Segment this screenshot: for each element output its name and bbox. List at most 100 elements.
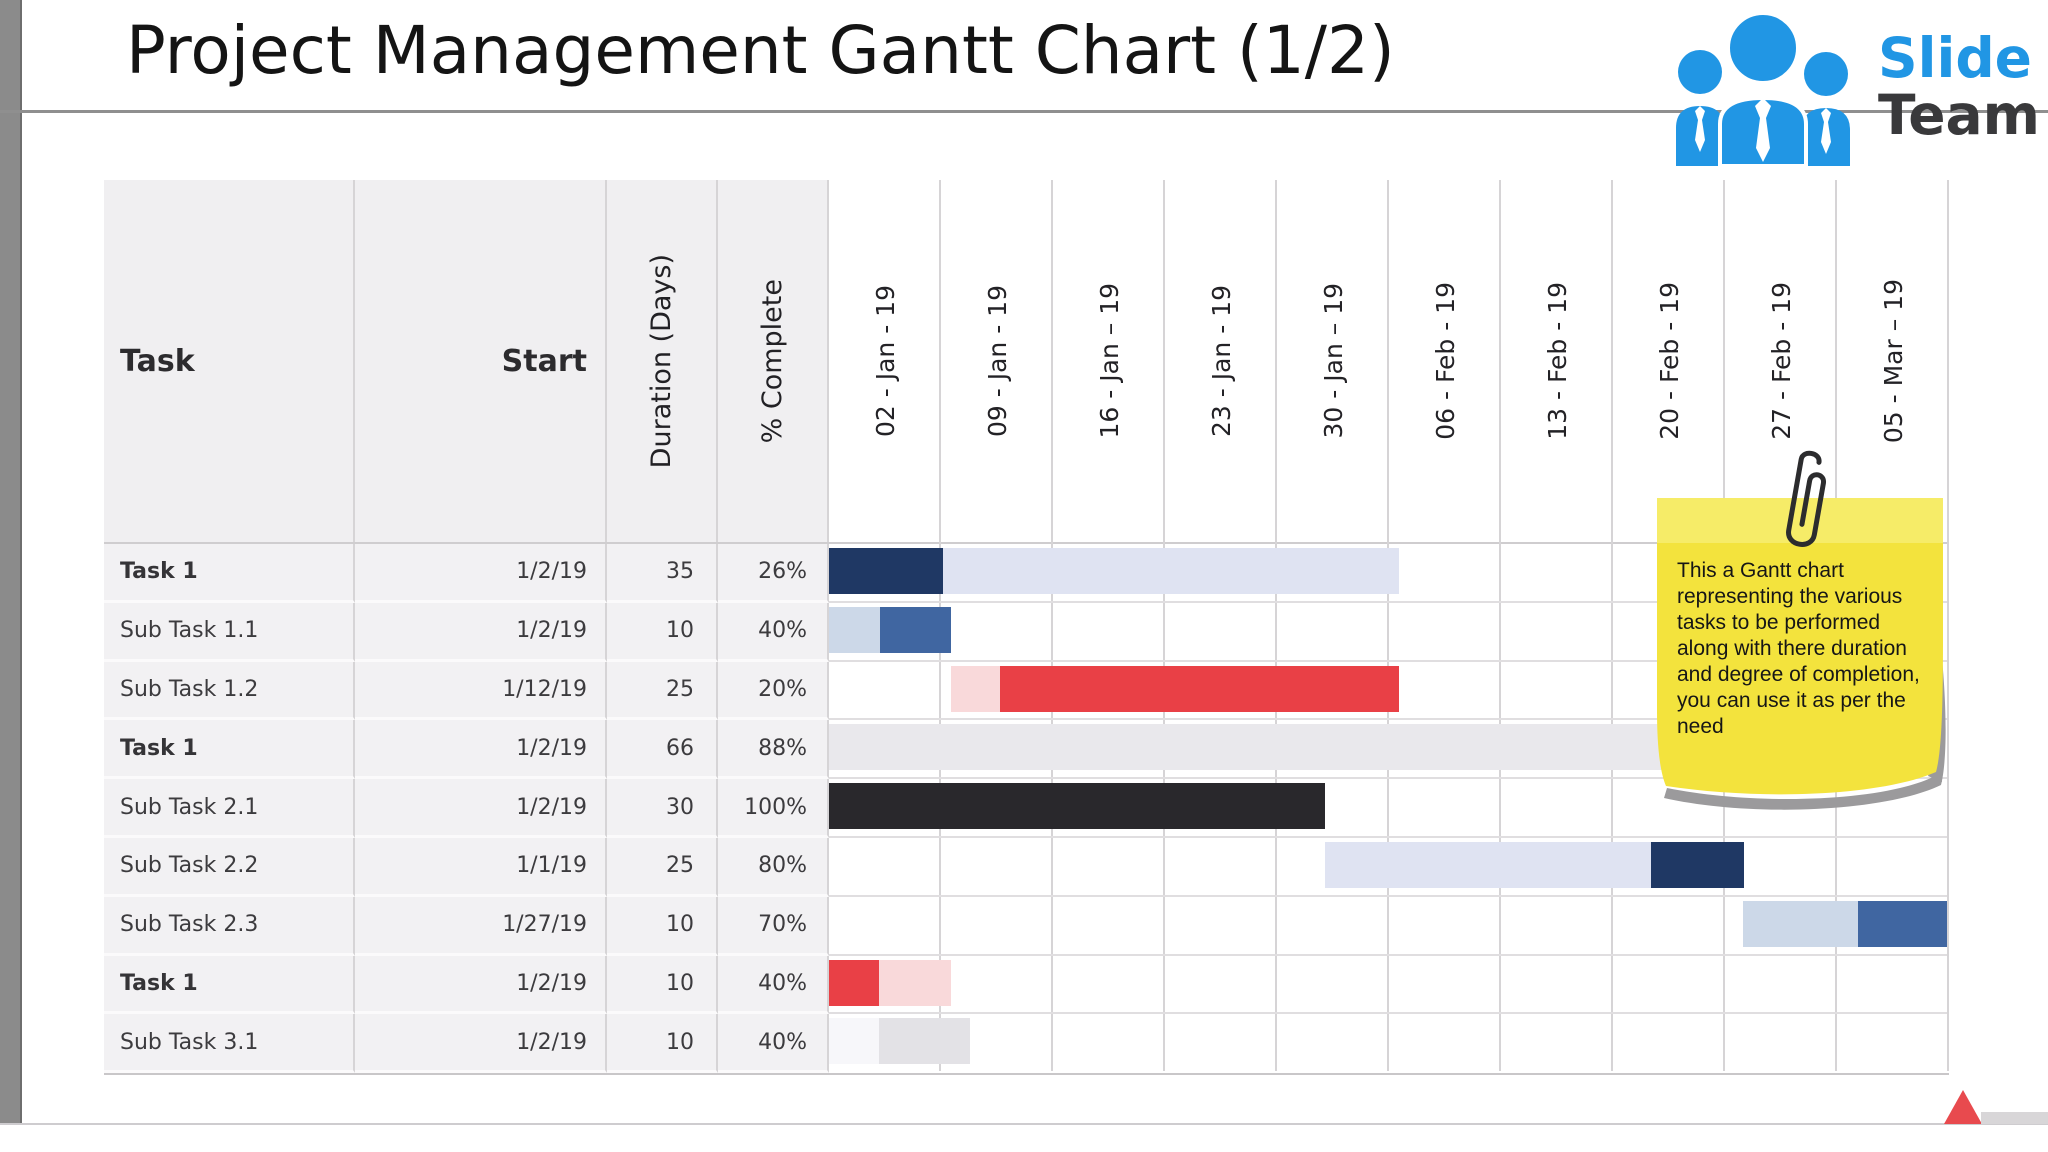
table-row: Sub Task 1.1 1/2/19 10 40% bbox=[104, 602, 1949, 662]
table-row: Sub Task 2.1 1/2/19 30 100% bbox=[104, 779, 1949, 838]
duration-cell: 35 bbox=[607, 544, 718, 603]
timeline-column-header: 30 - Jan – 19 bbox=[1277, 180, 1389, 542]
duration-cell: 10 bbox=[607, 602, 718, 662]
table-body: Task 1 1/2/19 35 26% Sub Task 1.1 1/2/19 10 40%… bbox=[104, 544, 1949, 1076]
gantt-bar-segment bbox=[878, 1018, 970, 1065]
percent-complete-cell: 40% bbox=[718, 602, 829, 662]
task-name-cell: Sub Task 2.2 bbox=[104, 837, 355, 897]
table-row: Task 1 1/2/19 66 88% bbox=[104, 720, 1949, 780]
task-name-cell: Task 1 bbox=[104, 544, 355, 603]
chart-gridline-horizontal bbox=[829, 718, 1947, 721]
duration-cell: 66 bbox=[607, 720, 718, 780]
duration-cell: 30 bbox=[607, 779, 718, 838]
gantt-bar-segment bbox=[829, 548, 943, 594]
timeline-column-header: 20 - Feb - 19 bbox=[1613, 180, 1725, 542]
chart-gridline-horizontal bbox=[829, 777, 1947, 780]
bottom-scroll-fragment bbox=[1981, 1112, 2048, 1124]
task-name-cell: Sub Task 1.1 bbox=[104, 602, 355, 662]
gantt-bar-segment bbox=[878, 959, 951, 1006]
gantt-table: Task Start Duration (Days) % Complete 02… bbox=[104, 180, 1949, 1076]
percent-complete-cell: 26% bbox=[718, 544, 829, 603]
column-header-complete: % Complete bbox=[718, 180, 829, 542]
table-row: Sub Task 2.3 1/27/19 10 70% bbox=[104, 896, 1949, 956]
start-date-cell: 1/2/19 bbox=[355, 544, 607, 603]
timeline-column-header: 06 - Feb - 19 bbox=[1389, 180, 1501, 542]
gantt-bar-segment bbox=[1742, 900, 1858, 947]
chart-gridline-vertical bbox=[1051, 180, 1053, 1071]
duration-cell: 10 bbox=[607, 896, 718, 956]
left-edge-bar bbox=[0, 0, 22, 1124]
logo-wordmark: Slide Team bbox=[1878, 30, 2040, 166]
percent-complete-cell: 80% bbox=[718, 837, 829, 897]
table-row: Sub Task 1.2 1/12/19 25 20% bbox=[104, 661, 1949, 721]
table-row: Sub Task 2.2 1/1/19 25 80% bbox=[104, 837, 1949, 897]
percent-complete-cell: 40% bbox=[718, 1014, 829, 1074]
start-date-cell: 1/2/19 bbox=[355, 955, 607, 1015]
bottom-marker-triangle bbox=[1944, 1090, 1982, 1124]
gantt-bar-segment bbox=[1857, 900, 1947, 947]
timeline-column-header: 02 - Jan - 19 bbox=[829, 180, 941, 542]
chart-gridline-horizontal bbox=[829, 953, 1947, 956]
column-header-start: Start bbox=[355, 180, 607, 542]
slide-bottom-edge bbox=[0, 1123, 2048, 1125]
percent-complete-cell: 100% bbox=[718, 779, 829, 838]
column-header-task: Task bbox=[104, 180, 355, 542]
chart-gridline-vertical bbox=[1611, 180, 1613, 1071]
start-date-cell: 1/12/19 bbox=[355, 661, 607, 721]
task-name-cell: Task 1 bbox=[104, 955, 355, 1015]
start-date-cell: 1/2/19 bbox=[355, 1014, 607, 1074]
start-date-cell: 1/2/19 bbox=[355, 720, 607, 780]
percent-complete-cell: 88% bbox=[718, 720, 829, 780]
percent-complete-cell: 20% bbox=[718, 661, 829, 721]
chart-gridline-horizontal bbox=[829, 1012, 1947, 1015]
slideteam-logo: Slide Team bbox=[1674, 6, 2040, 166]
task-name-cell: Sub Task 3.1 bbox=[104, 1014, 355, 1074]
duration-cell: 25 bbox=[607, 661, 718, 721]
gantt-bar-segment bbox=[829, 606, 881, 653]
timeline-column-header: 05 - Mar – 19 bbox=[1837, 180, 1949, 542]
duration-cell: 10 bbox=[607, 955, 718, 1015]
paperclip-icon bbox=[1786, 450, 1826, 547]
table-row: Task 1 1/2/19 10 40% bbox=[104, 955, 1949, 1015]
people-group-icon bbox=[1676, 11, 1850, 166]
gantt-bar-segment bbox=[1325, 842, 1652, 888]
gantt-bar-segment bbox=[950, 665, 1001, 712]
gantt-bar-segment bbox=[829, 959, 879, 1006]
page-title: Project Management Gantt Chart (1/2) bbox=[126, 12, 1395, 89]
task-name-cell: Sub Task 2.3 bbox=[104, 896, 355, 956]
gantt-bar-segment bbox=[880, 606, 951, 653]
gantt-bar-segment bbox=[829, 1018, 879, 1065]
timeline-column-header: 27 - Feb - 19 bbox=[1725, 180, 1837, 542]
chart-gridline-vertical bbox=[1947, 180, 1949, 1071]
gantt-bar-segment bbox=[942, 548, 1399, 594]
table-row: Sub Task 3.1 1/2/19 10 40% bbox=[104, 1014, 1949, 1074]
gantt-bar-segment bbox=[1651, 842, 1745, 888]
timeline-column-header: 13 - Feb - 19 bbox=[1501, 180, 1613, 542]
sticky-note-text: This a Gantt chart representing the vari… bbox=[1677, 559, 1920, 738]
start-date-cell: 1/2/19 bbox=[355, 602, 607, 662]
gantt-bar-segment bbox=[1000, 665, 1399, 712]
start-date-cell: 1/1/19 bbox=[355, 837, 607, 897]
percent-complete-cell: 40% bbox=[718, 955, 829, 1015]
timeline-column-header: 23 - Jan - 19 bbox=[1165, 180, 1277, 542]
start-date-cell: 1/27/19 bbox=[355, 896, 607, 956]
timeline-column-header: 09 - Jan - 19 bbox=[941, 180, 1053, 542]
chart-gridline-horizontal bbox=[829, 659, 1947, 662]
sticky-note-paper bbox=[1657, 498, 1946, 810]
gantt-bar-segment bbox=[829, 783, 1325, 830]
chart-gridline-vertical bbox=[1499, 180, 1501, 1071]
timeline-column-header: 16 - Jan – 19 bbox=[1053, 180, 1165, 542]
logo-word-slide: Slide bbox=[1878, 26, 2032, 90]
column-header-duration: Duration (Days) bbox=[607, 180, 718, 542]
chart-gridline-horizontal bbox=[829, 894, 1947, 897]
chart-gridline-horizontal bbox=[829, 836, 1947, 838]
chart-gridline-vertical bbox=[1275, 180, 1277, 1071]
percent-complete-cell: 70% bbox=[718, 896, 829, 956]
start-date-cell: 1/2/19 bbox=[355, 779, 607, 838]
chart-gridline-vertical bbox=[1163, 180, 1165, 1071]
logo-word-team: Team bbox=[1878, 83, 2040, 147]
task-name-cell: Sub Task 2.1 bbox=[104, 779, 355, 838]
task-name-cell: Sub Task 1.2 bbox=[104, 661, 355, 721]
task-name-cell: Task 1 bbox=[104, 720, 355, 780]
